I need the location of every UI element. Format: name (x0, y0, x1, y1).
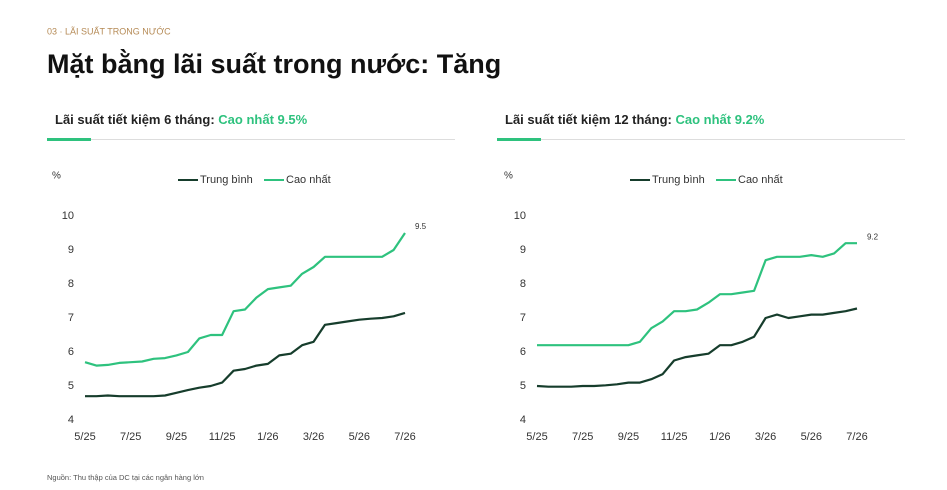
legend-label: Trung bình (200, 174, 253, 186)
y-tick-label: 9 (520, 244, 526, 256)
source-note: Nguồn: Thu thập của DC tại các ngân hàng… (47, 473, 204, 482)
y-tick-label: 7 (520, 312, 526, 324)
chart-subtitle: Cao nhất 9.2% (676, 112, 765, 127)
series-line (85, 311, 406, 398)
data-label: 9.5 (415, 222, 427, 231)
y-tick-label: 5 (68, 380, 74, 392)
chart-title-text: Lãi suất tiết kiệm 12 tháng: (505, 112, 672, 127)
y-tick-label: 4 (520, 414, 526, 426)
x-tick-label: 9/25 (166, 431, 187, 443)
y-tick-label: 8 (520, 278, 526, 290)
y-tick-label: 6 (68, 346, 74, 358)
y-tick-label: 4 (68, 414, 74, 426)
x-tick-label: 7/26 (846, 431, 867, 443)
y-tick-label: 10 (514, 210, 526, 222)
x-tick-label: 7/25 (120, 431, 141, 443)
y-tick-label: 10 (62, 210, 74, 222)
slide-title: Mặt bằng lãi suất trong nước: Tăng (47, 48, 501, 79)
x-tick-label: 11/25 (661, 431, 688, 443)
x-tick-label: 7/25 (572, 431, 593, 443)
chart-subtitle: Cao nhất 9.5% (218, 112, 307, 127)
y-axis-label: % (504, 171, 513, 182)
y-tick-label: 5 (520, 380, 526, 392)
data-label: 9.2 (867, 232, 879, 241)
series-line (537, 242, 857, 347)
section-label: 03 · LÃI SUẤT TRONG NƯỚC (47, 26, 171, 36)
x-tick-label: 5/26 (801, 431, 822, 443)
series-line (536, 307, 858, 388)
x-tick-label: 5/25 (526, 431, 547, 443)
x-tick-label: 7/26 (394, 431, 415, 443)
x-tick-label: 5/25 (74, 431, 95, 443)
y-axis-label: % (52, 171, 61, 182)
series-line (84, 232, 406, 367)
y-tick-label: 8 (68, 278, 74, 290)
x-tick-label: 1/26 (257, 431, 278, 443)
y-tick-label: 9 (68, 244, 74, 256)
y-tick-label: 7 (68, 312, 74, 324)
chart-title: Lãi suất tiết kiệm 12 tháng: Cao nhất 9.… (505, 112, 765, 127)
chart-title: Lãi suất tiết kiệm 6 tháng: Cao nhất 9.5… (55, 112, 308, 127)
legend-label: Trung bình (652, 174, 705, 186)
chart-title-text: Lãi suất tiết kiệm 6 tháng: (55, 112, 215, 127)
x-tick-label: 3/26 (303, 431, 324, 443)
x-tick-label: 9/25 (618, 431, 639, 443)
x-tick-label: 1/26 (709, 431, 730, 443)
y-tick-label: 6 (520, 346, 526, 358)
legend-label: Cao nhất (286, 174, 331, 186)
x-tick-label: 11/25 (209, 431, 236, 443)
legend-label: Cao nhất (738, 174, 783, 186)
x-tick-label: 3/26 (755, 431, 776, 443)
x-tick-label: 5/26 (349, 431, 370, 443)
